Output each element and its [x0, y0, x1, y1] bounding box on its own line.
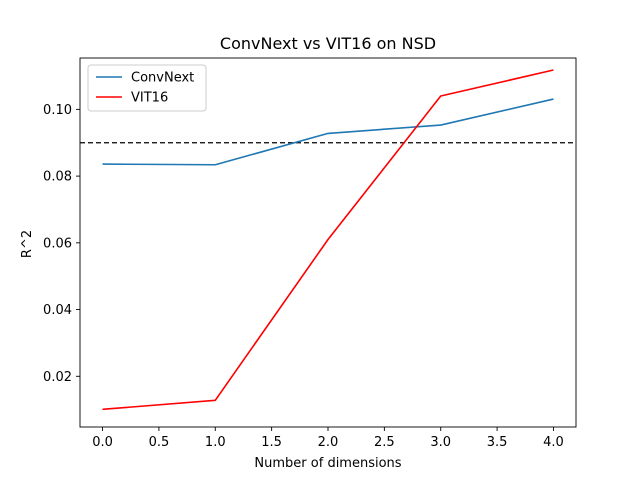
y-tick-label: 0.08 — [43, 170, 72, 185]
y-tick-label: 0.02 — [43, 370, 72, 385]
x-tick-label: 2.5 — [374, 435, 395, 450]
legend-label-convnext: ConvNext — [131, 71, 194, 86]
legend-label-vit16: VIT16 — [131, 91, 168, 106]
x-tick-label: 3.0 — [430, 435, 451, 450]
legend: ConvNext VIT16 — [87, 64, 207, 112]
series-line-vit16 — [102, 69, 554, 411]
y-tick-label: 0.10 — [43, 103, 72, 118]
y-tick-label: 0.04 — [43, 303, 72, 318]
x-tick-label: 2.0 — [318, 435, 339, 450]
series-line-convnext — [102, 98, 554, 166]
y-axis-title: R^2 — [20, 230, 35, 258]
x-tick-label: 3.5 — [487, 435, 508, 450]
chart-title: ConvNext vs VIT16 on NSD — [220, 34, 436, 53]
x-tick-label: 1.0 — [205, 435, 226, 450]
y-tick-label: 0.06 — [43, 236, 72, 251]
x-tick-label: 1.5 — [261, 435, 282, 450]
x-tick-label: 4.0 — [543, 435, 564, 450]
x-tick-label: 0.0 — [92, 435, 113, 450]
x-axis-title: Number of dimensions — [254, 456, 401, 471]
x-tick-label: 0.5 — [149, 435, 170, 450]
